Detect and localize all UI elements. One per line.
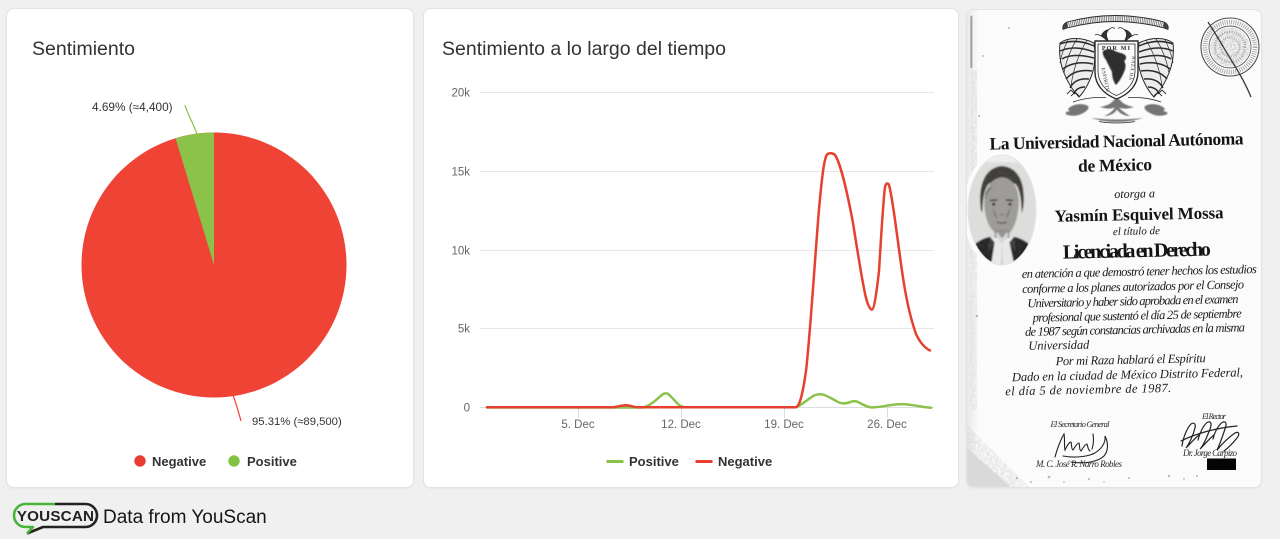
svg-text:El Secretario General: El Secretario General bbox=[1050, 419, 1111, 429]
svg-text:0: 0 bbox=[464, 403, 470, 415]
svg-text:ESPIRITU: ESPIRITU bbox=[1100, 67, 1110, 93]
svg-text:15k: 15k bbox=[451, 167, 470, 179]
svg-text:de México: de México bbox=[1078, 154, 1153, 176]
svg-text:Positive: Positive bbox=[247, 454, 297, 469]
svg-text:RAZA HA: RAZA HA bbox=[1127, 56, 1135, 81]
svg-text:Dado en la ciudad de México Di: Dado en la ciudad de México Distrito Fed… bbox=[1011, 365, 1243, 384]
svg-text:10k: 10k bbox=[451, 246, 470, 258]
svg-text:20k: 20k bbox=[451, 88, 470, 100]
svg-text:5k: 5k bbox=[458, 324, 470, 336]
svg-text:Universitario y haber sido apr: Universitario y haber sido aprobada en e… bbox=[1027, 292, 1238, 310]
svg-text:Negative: Negative bbox=[718, 454, 772, 469]
svg-text:de 1987 según constancias arch: de 1987 según constancias archivadas en … bbox=[1025, 320, 1245, 339]
svg-text:Negative: Negative bbox=[152, 454, 206, 469]
svg-text:Universidad: Universidad bbox=[1028, 338, 1090, 353]
svg-text:M. C. José R. Narro Robles: M. C. José R. Narro Robles bbox=[1035, 459, 1122, 469]
svg-text:Licenciada en Derecho: Licenciada en Derecho bbox=[1063, 239, 1211, 264]
svg-text:5. Dec: 5. Dec bbox=[561, 419, 594, 431]
svg-text:el día 5 de noviembre de 1987.: el día 5 de noviembre de 1987. bbox=[1005, 381, 1171, 398]
svg-text:12. Dec: 12. Dec bbox=[661, 419, 701, 431]
svg-text:otorga a: otorga a bbox=[1114, 186, 1155, 201]
svg-text:conforme a los planes autoriza: conforme a los planes autorizados por el… bbox=[1022, 277, 1244, 296]
svg-text:95.31% (≈89,500): 95.31% (≈89,500) bbox=[252, 416, 342, 428]
svg-text:YOUSCAN: YOUSCAN bbox=[17, 508, 94, 525]
svg-text:El Rector: El Rector bbox=[1201, 411, 1227, 421]
svg-text:POR MI: POR MI bbox=[1102, 46, 1131, 52]
svg-text:el título de: el título de bbox=[1113, 225, 1160, 238]
svg-text:4.69% (≈4,400): 4.69% (≈4,400) bbox=[92, 100, 173, 114]
svg-text:26. Dec: 26. Dec bbox=[867, 419, 907, 431]
svg-text:19. Dec: 19. Dec bbox=[764, 419, 804, 431]
svg-text:Dr. Jorge Carpizo: Dr. Jorge Carpizo bbox=[1182, 448, 1238, 458]
svg-text:profesional que sustentó el dí: profesional que sustentó el día 25 de se… bbox=[1032, 306, 1243, 324]
svg-text:Positive: Positive bbox=[629, 454, 679, 469]
svg-text:Yasmín Esquivel Mossa: Yasmín Esquivel Mossa bbox=[1054, 203, 1224, 226]
svg-text:Por mi Raza hablará el Espírit: Por mi Raza hablará el Espíritu bbox=[1054, 351, 1205, 368]
svg-text:en atención a que demostró ten: en atención a que demostró tener hechos … bbox=[1022, 262, 1257, 281]
